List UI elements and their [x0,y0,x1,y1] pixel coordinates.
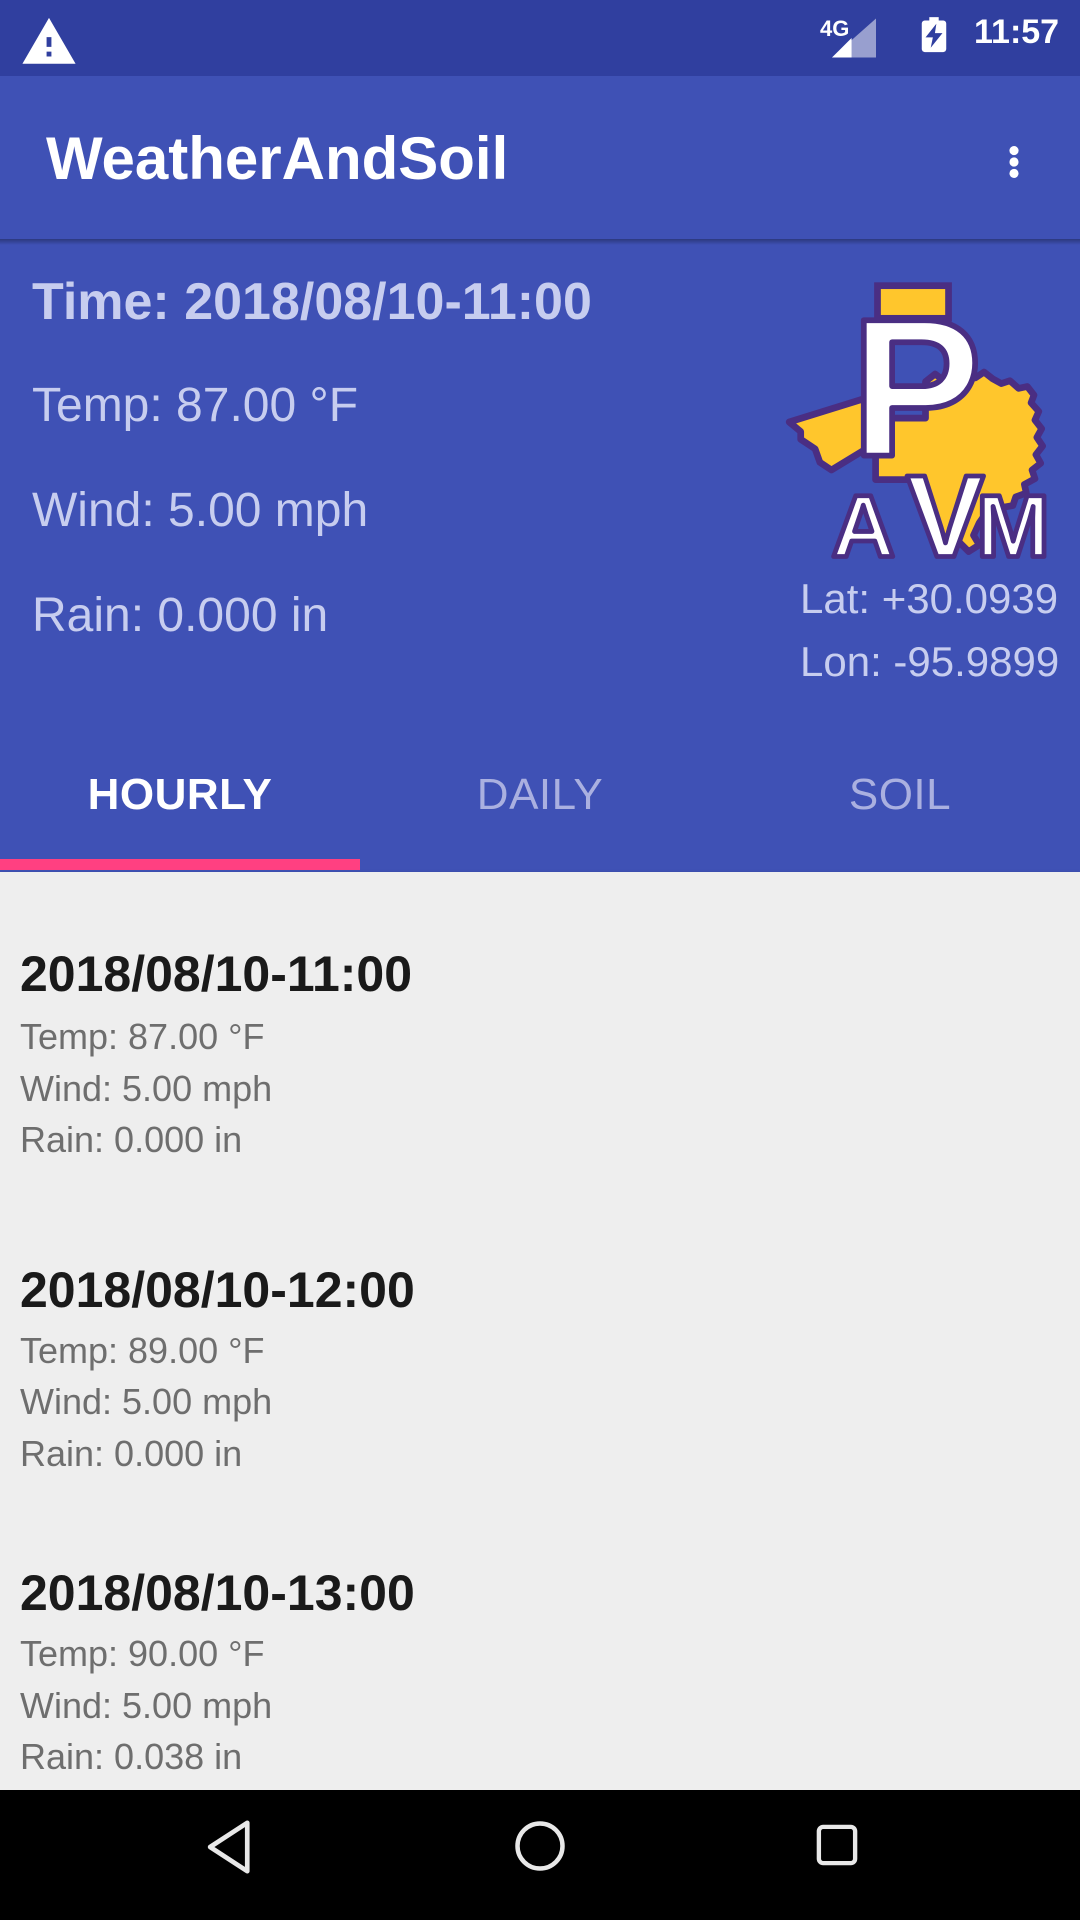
svg-text:M: M [976,476,1050,566]
svg-text:A: A [831,476,895,566]
svg-text:V: V [906,450,984,566]
